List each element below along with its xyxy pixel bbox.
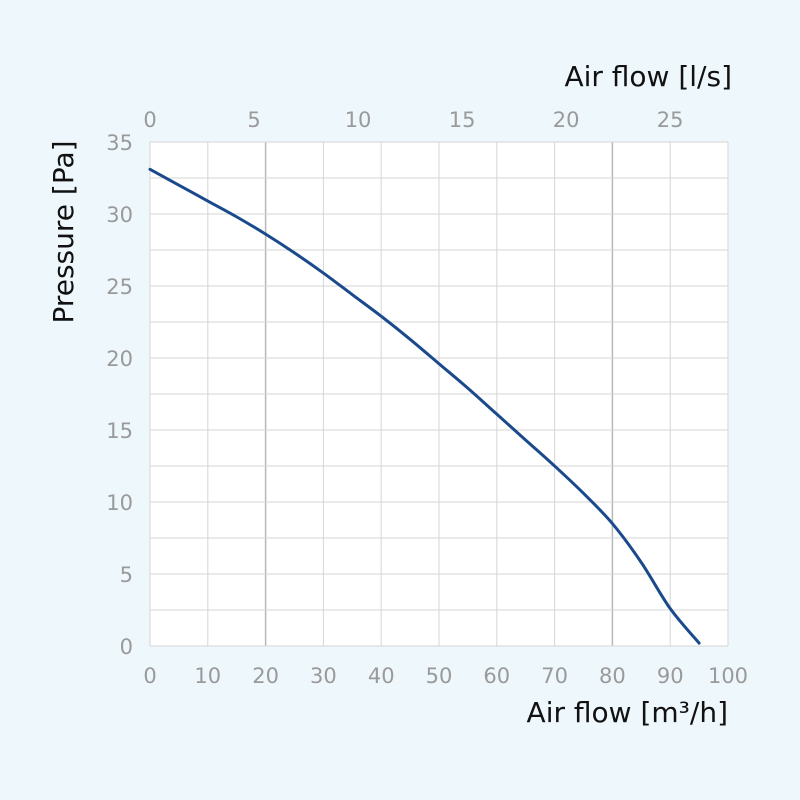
- x-tick-label: 40: [368, 664, 395, 688]
- x2-tick-label: 20: [553, 108, 580, 132]
- y-tick-label: 20: [106, 347, 133, 371]
- y-tick-label: 35: [106, 131, 133, 155]
- x-tick-label: 60: [483, 664, 510, 688]
- x2-tick-label: 25: [657, 108, 684, 132]
- y-tick-label: 30: [106, 203, 133, 227]
- x-axis-top-ticks: 0 5 10 15 20 25: [143, 108, 683, 132]
- x-tick-label: 70: [541, 664, 568, 688]
- y-tick-label: 0: [120, 635, 133, 659]
- x-tick-label: 50: [426, 664, 453, 688]
- series-layer: [148, 167, 701, 645]
- grid: [149, 141, 729, 647]
- pressure-curve-line: [148, 167, 701, 645]
- x2-tick-label: 5: [247, 108, 260, 132]
- x-tick-label: 100: [708, 664, 748, 688]
- x-tick-label: 0: [143, 664, 156, 688]
- x-tick-label: 20: [252, 664, 279, 688]
- x-tick-label: 10: [194, 664, 221, 688]
- x2-axis-title: Air flow [l/s]: [564, 60, 732, 93]
- x-axis-bottom-ticks: 0 10 20 30 40 50 60 70 80 90 100: [143, 664, 748, 688]
- y-axis-ticks: 0 5 10 15 20 25 30 35: [106, 131, 133, 659]
- y-tick-label: 5: [120, 563, 133, 587]
- y-tick-label: 10: [106, 491, 133, 515]
- x2-tick-label: 15: [449, 108, 476, 132]
- x2-tick-label: 0: [143, 108, 156, 132]
- x-tick-label: 30: [310, 664, 337, 688]
- y-tick-label: 25: [106, 275, 133, 299]
- y-tick-label: 15: [106, 419, 133, 443]
- y-axis-title: Pressure [Pa]: [47, 140, 80, 323]
- x-tick-label: 80: [599, 664, 626, 688]
- x-tick-label: 90: [657, 664, 684, 688]
- x-axis-title: Air flow [m³/h]: [527, 696, 728, 729]
- x2-tick-label: 10: [345, 108, 372, 132]
